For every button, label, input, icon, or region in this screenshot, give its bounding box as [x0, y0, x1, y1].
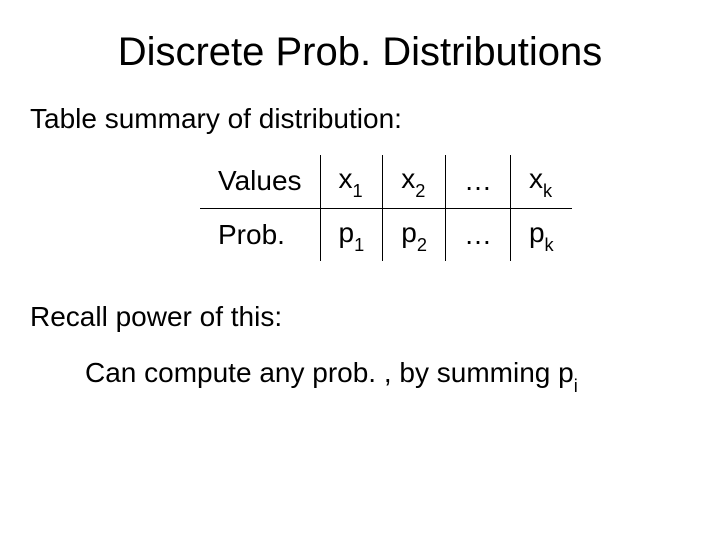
var: p	[339, 217, 355, 248]
recall-line: Recall power of this:	[30, 301, 690, 333]
cell-dots: …	[445, 155, 510, 208]
var: x	[529, 163, 543, 194]
var: p	[401, 217, 417, 248]
cell-p2: p2	[383, 208, 446, 261]
compute-line: Can compute any prob. , by summing pi	[85, 357, 690, 394]
table-row: Values x1 x2 … xk	[200, 155, 572, 208]
distribution-table: Values x1 x2 … xk Prob. p1 p2	[200, 155, 572, 261]
cell-dots: …	[445, 208, 510, 261]
row-label-prob: Prob.	[200, 208, 320, 261]
row-label-values: Values	[200, 155, 320, 208]
cell-p1: p1	[320, 208, 383, 261]
subscript: k	[543, 181, 552, 201]
cell-pk: pk	[510, 208, 571, 261]
table-row: Prob. p1 p2 … pk	[200, 208, 572, 261]
subscript: 2	[417, 235, 427, 255]
cell-xk: xk	[510, 155, 571, 208]
cell-x1: x1	[320, 155, 383, 208]
var: x	[339, 163, 353, 194]
slide: Discrete Prob. Distributions Table summa…	[0, 0, 720, 540]
subscript: 1	[353, 181, 363, 201]
subscript: k	[545, 235, 554, 255]
subtitle-line: Table summary of distribution:	[30, 103, 690, 135]
cell-x2: x2	[383, 155, 446, 208]
subscript: 1	[354, 235, 364, 255]
slide-title: Discrete Prob. Distributions	[30, 30, 690, 75]
subscript: 2	[415, 181, 425, 201]
var: p	[529, 217, 545, 248]
subscript: i	[574, 376, 578, 396]
compute-text: Can compute any prob. , by summing p	[85, 357, 574, 388]
distribution-table-wrap: Values x1 x2 … xk Prob. p1 p2	[200, 155, 690, 261]
var: x	[401, 163, 415, 194]
